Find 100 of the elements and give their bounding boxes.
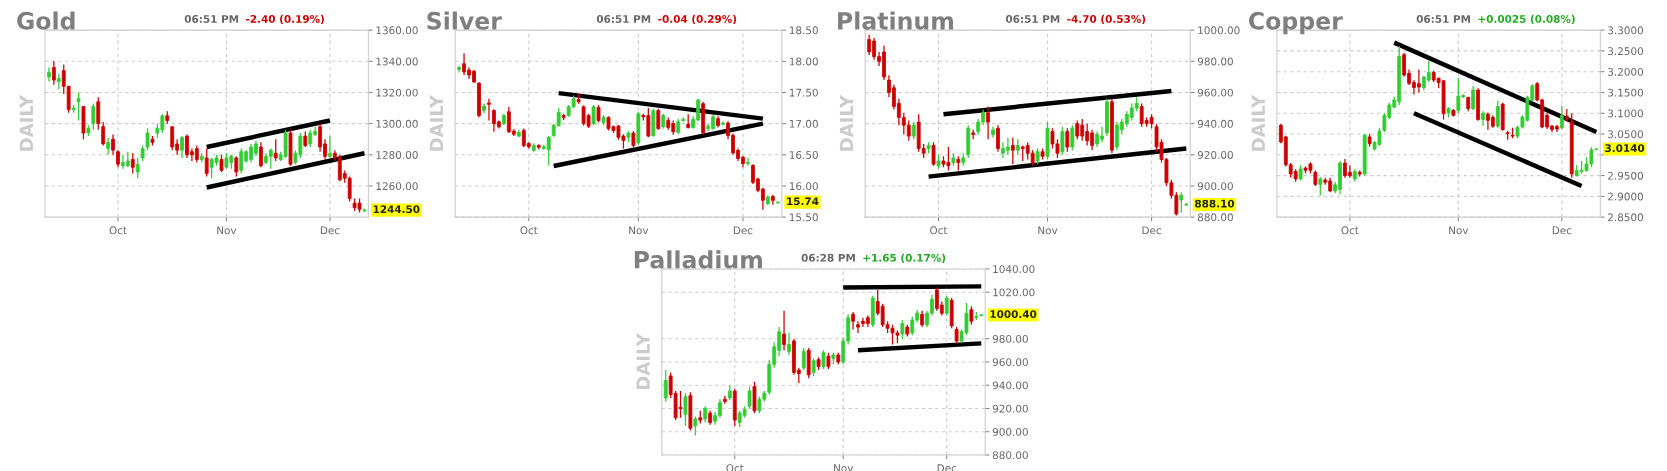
- x-tick-label: Oct: [520, 226, 538, 235]
- candlestick: [1495, 100, 1500, 129]
- y-tick-label: 880.00: [992, 451, 1028, 460]
- y-tick-label: 2.8500: [1608, 213, 1644, 222]
- y-tick-label: 17.00: [789, 119, 818, 128]
- candlestick: [782, 310, 786, 351]
- chart-subtitle: 06:51 PM: [1416, 15, 1470, 23]
- candlestick: [546, 135, 551, 167]
- candlestick: [1005, 137, 1010, 156]
- candlestick: [1060, 126, 1065, 156]
- y-tick-label: 880.00: [1197, 213, 1233, 222]
- chart-subtitle: 06:51 PM: [1005, 15, 1060, 23]
- x-tick-label: Nov: [1449, 226, 1469, 235]
- y-tick-label: 1020.00: [993, 288, 1035, 297]
- y-tick-label: 3.2500: [1608, 47, 1644, 56]
- candlestick: [747, 385, 752, 410]
- text: 1244.50: [373, 205, 420, 214]
- y-tick-label: 3.1000: [1608, 109, 1644, 118]
- chart-title: Palladium: [634, 250, 762, 269]
- candlestick: [656, 108, 661, 131]
- candlestick: [1065, 127, 1070, 153]
- text: 15.74: [787, 197, 819, 206]
- y-tick-label: 940.00: [1197, 119, 1233, 128]
- y-tick-label: 16.00: [789, 182, 818, 191]
- y-tick-label: 15.50: [789, 213, 818, 222]
- text: 3.0140: [1605, 144, 1645, 153]
- y-tick-label: 16.50: [789, 151, 818, 159]
- y-tick-label: 1260.00: [376, 182, 418, 191]
- candlestick: [723, 395, 727, 405]
- text: 888.10: [1195, 199, 1235, 208]
- text: +1.65 (0.17%): [863, 253, 946, 263]
- y-tick-label: 2.9500: [1608, 171, 1644, 180]
- candlestick: [867, 34, 872, 56]
- candlestick: [591, 104, 596, 126]
- candlestick: [180, 135, 184, 159]
- y-tick-label: 960.00: [1197, 88, 1233, 97]
- y-tick-label: 18.50: [789, 26, 818, 35]
- y-tick-label: 960.00: [992, 358, 1028, 367]
- x-tick-label: Nov: [217, 226, 237, 235]
- chart-subtitle: 06:51 PM: [184, 15, 239, 23]
- chart-title: Silver: [427, 11, 502, 30]
- y-tick-label: 920.00: [1197, 151, 1233, 159]
- y-tick-label: 3.2000: [1608, 67, 1644, 76]
- y-tick-label: 17.50: [789, 88, 818, 97]
- candlestick: [900, 319, 905, 340]
- text: 1000.40: [990, 310, 1037, 319]
- candlestick: [663, 369, 668, 403]
- y-tick-label: 1280.00: [376, 151, 418, 159]
- candlestick: [746, 157, 750, 167]
- candlestick: [135, 157, 140, 179]
- candlestick: [1471, 85, 1476, 111]
- y-tick-label: 1000.00: [1198, 26, 1240, 35]
- y-tick-label: 900.00: [992, 427, 1028, 436]
- candlestick: [1070, 124, 1075, 151]
- candlestick: [170, 126, 175, 151]
- x-tick-label: Oct: [1341, 226, 1359, 235]
- x-tick-label: Dec: [1142, 226, 1162, 235]
- y-tick-label: 920.00: [992, 404, 1028, 413]
- text: -4.70 (0.53%): [1067, 14, 1146, 25]
- candlestick: [106, 137, 111, 156]
- chart-subtitle: 06:51 PM: [596, 15, 651, 23]
- y-tick-label: 2.9000: [1608, 192, 1644, 201]
- text: +0.0025 (0.08%): [1478, 14, 1575, 25]
- candlestick: [130, 152, 135, 175]
- candlestick: [1347, 164, 1352, 179]
- y-tick-label: 18.00: [789, 57, 818, 66]
- y-tick-label: 1300.00: [376, 119, 418, 128]
- candlestick: [51, 60, 56, 86]
- candlestick: [856, 320, 860, 334]
- candlestick: [986, 105, 990, 140]
- candlestick: [111, 133, 115, 156]
- y-tick-label: 3.0500: [1608, 130, 1644, 139]
- candlestick: [821, 349, 826, 370]
- y-tick-label: 1340.00: [376, 57, 418, 66]
- y-tick-label: 1320.00: [376, 88, 418, 97]
- x-tick-label: Dec: [1552, 226, 1572, 235]
- x-tick-label: Dec: [733, 226, 753, 235]
- x-tick-label: Nov: [629, 226, 649, 235]
- candlestick: [283, 129, 288, 159]
- candlestick: [487, 98, 491, 122]
- candlestick: [1075, 119, 1080, 140]
- x-tick-label: Oct: [109, 226, 127, 235]
- y-tick-label: 3.3000: [1608, 26, 1644, 35]
- x-tick-label: Oct: [930, 226, 948, 235]
- candlestick: [96, 96, 101, 131]
- chart-subtitle: 06:28 PM: [801, 253, 855, 262]
- chart-title: Gold: [17, 11, 75, 30]
- candlestick: [996, 124, 1000, 153]
- candlestick: [910, 315, 915, 336]
- candlestick: [693, 415, 698, 436]
- candlestick: [259, 141, 263, 168]
- candlestick: [76, 91, 81, 122]
- candlestick: [273, 138, 278, 162]
- candlestick: [1179, 191, 1184, 214]
- candlestick: [787, 332, 791, 356]
- candlestick: [1456, 77, 1461, 114]
- chart-title: Copper: [1248, 11, 1343, 35]
- y-tick-label: 1360.00: [376, 26, 418, 35]
- text: -0.04 (0.29%): [658, 14, 737, 25]
- candlestick: [1318, 176, 1323, 197]
